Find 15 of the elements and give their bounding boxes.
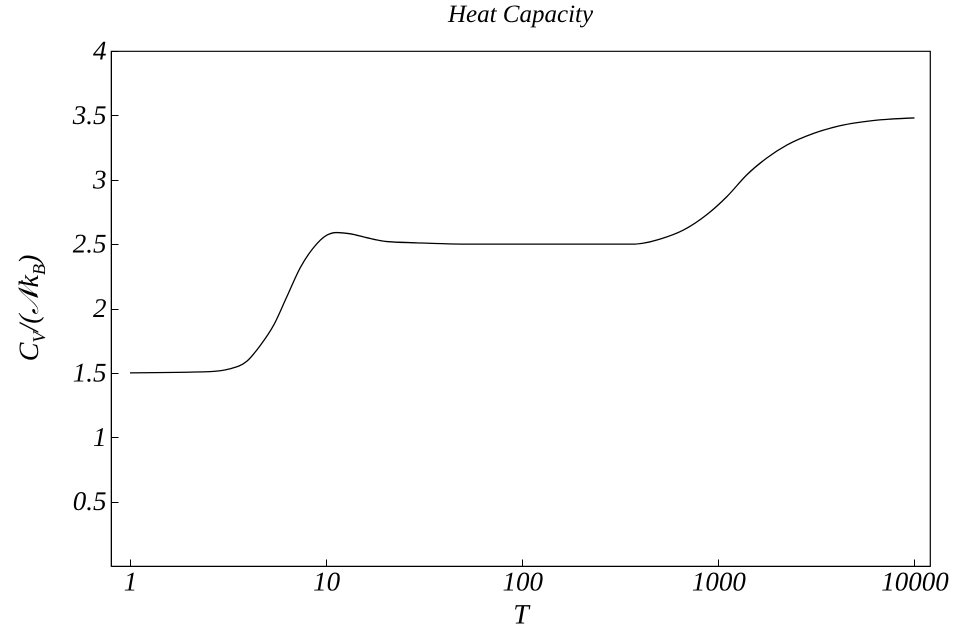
x-tick-label: 10000 xyxy=(881,566,950,596)
x-tick-label: 100 xyxy=(502,566,544,596)
y-tick-label: 1 xyxy=(93,422,106,452)
y-tick-label: 3 xyxy=(92,164,106,194)
y-tick-label: 1.5 xyxy=(72,357,106,388)
x-tick-label: 1000 xyxy=(692,566,746,596)
x-tick-label: 10 xyxy=(313,566,341,596)
y-tick-label: 4 xyxy=(93,36,106,66)
x-tick-label: 1 xyxy=(124,566,138,596)
x-axis-title: T xyxy=(513,600,532,630)
chart-title: Heat Capacity xyxy=(446,1,594,28)
y-tick-label: 2.5 xyxy=(72,228,106,259)
y-tick-label: 3.5 xyxy=(72,100,106,130)
y-tick-label: 2 xyxy=(93,293,106,323)
y-tick-label: 0.5 xyxy=(72,486,106,516)
